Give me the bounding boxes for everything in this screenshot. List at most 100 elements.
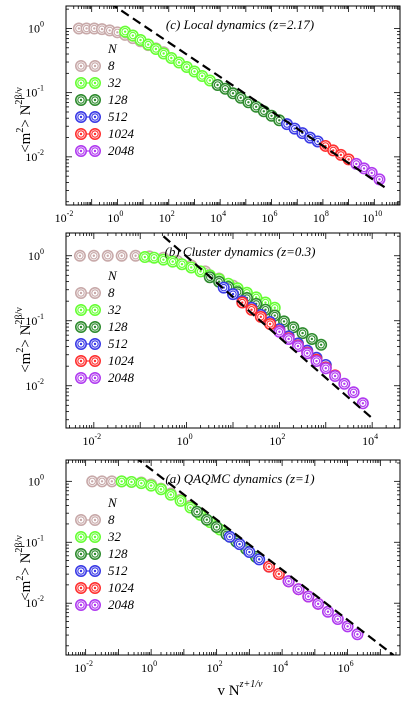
legend-marker	[75, 354, 88, 367]
legend-marker	[89, 547, 102, 560]
legend-label: 8	[108, 512, 115, 527]
legend-marker	[75, 337, 88, 350]
data-point	[282, 575, 295, 588]
series-2048	[273, 325, 369, 410]
data-point	[273, 325, 286, 338]
data-point	[125, 475, 138, 488]
data-layer	[86, 460, 395, 655]
x-tick-label: 106	[338, 659, 354, 675]
legend-marker	[75, 320, 88, 333]
scaling-fit-line	[136, 460, 395, 655]
ylabel-exp: 2β/ν	[14, 87, 25, 105]
legend-label: 2048	[108, 143, 135, 158]
plot-frame	[65, 5, 401, 206]
scaling-fit-line	[162, 235, 373, 420]
data-point	[115, 475, 128, 488]
legend-marker	[75, 371, 88, 384]
data-point	[291, 340, 304, 353]
data-point	[301, 347, 314, 360]
legend-marker	[75, 286, 88, 299]
data-point	[312, 597, 325, 610]
x-tick-label: 102	[207, 659, 223, 675]
ylabel-sq: 2	[15, 348, 26, 353]
series-1024	[319, 139, 355, 166]
legend-item-1024: 1024	[75, 580, 135, 595]
panel-c: 10-2 100 102 104 106 108 1010 10-2 10-1 100 (c) Lo…	[25, 5, 401, 225]
data-point	[200, 513, 213, 526]
ylabel-close: > N	[18, 324, 34, 347]
legend-item-2048: 2048	[75, 597, 135, 612]
legend-marker	[89, 337, 102, 350]
legend-marker	[89, 59, 102, 72]
svg-text:<m2> N2β/ν: <m2> N2β/ν	[14, 535, 34, 601]
y-tick-label: 10-1	[25, 533, 44, 549]
data-point	[223, 530, 236, 543]
data-point	[341, 620, 354, 633]
data-point	[115, 249, 128, 262]
ylabel-main: <m	[18, 132, 34, 152]
x-tick-label: 10-2	[55, 209, 74, 225]
data-point	[96, 475, 109, 488]
legend-label: 1024	[108, 580, 135, 595]
series-2048	[350, 157, 386, 186]
legend-marker	[89, 598, 102, 611]
data-point	[302, 590, 315, 603]
x-tick-label: 106	[262, 209, 278, 225]
data-point	[129, 249, 142, 262]
y-tick-label: 10-2	[25, 148, 44, 164]
x-tick-label: 102	[159, 209, 175, 225]
data-point	[373, 173, 386, 186]
legend-marker	[75, 128, 88, 141]
ylabel-sq: 2	[15, 128, 26, 133]
data-point	[253, 553, 266, 566]
legend: N 8 32 128 512 1024 2048	[75, 268, 135, 385]
data-point	[190, 505, 203, 518]
data-layer	[72, 6, 388, 190]
legend-marker	[89, 128, 102, 141]
ylabel-exp: 2β/ν	[14, 535, 25, 553]
ylabel-close: > N	[18, 104, 34, 127]
legend-marker	[89, 354, 102, 367]
ylabel-main: <m	[18, 352, 34, 372]
data-point	[329, 369, 342, 382]
panels: 10-2 100 102 104 106 108 1010 10-2 10-1 100 (c) Lo…	[25, 5, 401, 675]
y-tick-label: 10-1	[25, 84, 44, 100]
legend-label: 512	[108, 109, 128, 124]
data-point	[236, 296, 249, 309]
legend-item-128: 128	[75, 319, 128, 334]
svg-text:<m2> N2β/ν: <m2> N2β/ν	[14, 87, 34, 153]
legend-marker	[75, 513, 88, 526]
x-tick-label: 100	[107, 209, 123, 225]
x-tick-label: 1010	[362, 209, 382, 225]
x-axis-label: v Nz+1/ν	[218, 679, 264, 699]
legend-marker	[75, 77, 88, 90]
svg-text:<m2> N2β/ν: <m2> N2β/ν	[14, 307, 34, 373]
ylabel-sq: 2	[15, 576, 26, 581]
legend-title: N	[107, 41, 118, 56]
legend-marker	[89, 581, 102, 594]
legend-label: 128	[108, 546, 128, 561]
data-point	[164, 488, 177, 501]
legend-label: 2048	[108, 370, 135, 385]
x-tick-label: 100	[177, 432, 193, 448]
x-tick-label: 102	[269, 432, 285, 448]
ylabel-main: <m	[18, 580, 34, 600]
legend-item-32: 32	[75, 75, 122, 90]
panel-title: (c) Local dynamics (z=2.17)	[166, 17, 314, 32]
y-tick-label: 10-2	[25, 377, 44, 393]
legend-marker	[75, 303, 88, 316]
legend-label: 128	[108, 319, 128, 334]
legend-marker	[75, 94, 88, 107]
data-point	[210, 521, 223, 534]
legend-item-32: 32	[75, 529, 122, 544]
legend-label: 1024	[108, 126, 135, 141]
legend-marker	[89, 320, 102, 333]
legend-marker	[89, 303, 102, 316]
data-point	[287, 321, 300, 334]
y-tick-label: 10-2	[25, 594, 44, 610]
x-tick-label: 100	[141, 659, 157, 675]
y-tick-label: 10-1	[25, 312, 44, 328]
legend-label: 32	[107, 529, 122, 544]
data-point	[86, 475, 99, 488]
legend-item-128: 128	[75, 546, 128, 561]
